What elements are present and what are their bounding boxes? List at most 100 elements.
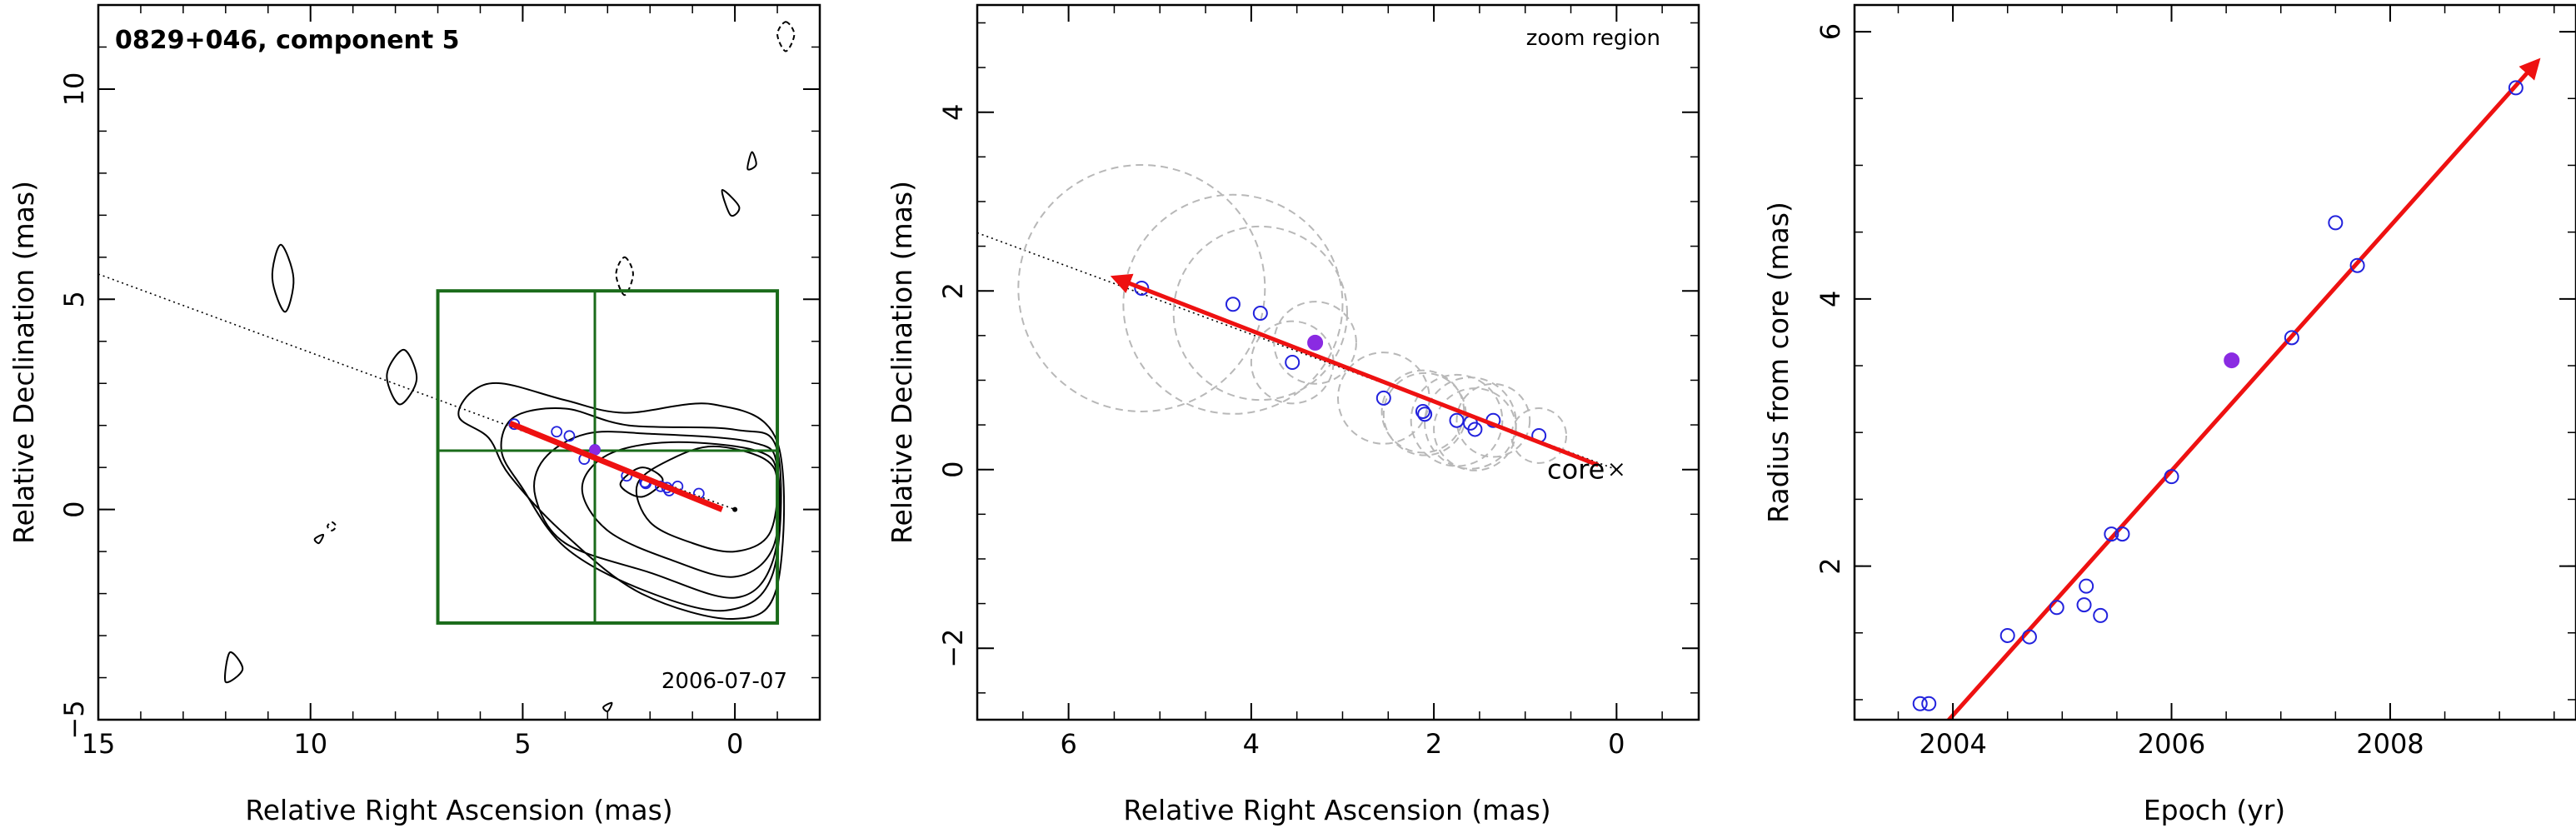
radius-measurement-marker <box>2328 215 2344 231</box>
core-peak-dot <box>732 506 738 512</box>
panel-2-y-tick-label: 0 <box>937 461 969 478</box>
panel-3-y-tick-label: 2 <box>1815 557 1846 574</box>
component-size-circle <box>1273 301 1357 385</box>
core-cross-icon <box>1610 462 1624 476</box>
radius-measurement-marker <box>2049 600 2064 616</box>
panel-3-x-tick-label: 2004 <box>1919 728 1986 760</box>
current-epoch-marker <box>1307 334 1324 351</box>
panel-3-x-axis-title: Epoch (yr) <box>2144 794 2285 826</box>
panel-2-x-tick-label: 4 <box>1243 728 1260 760</box>
panel-1-x-axis-title: Relative Right Ascension (mas) <box>245 794 672 826</box>
panel-1-title: 0829+046, component 5 <box>115 26 460 55</box>
panel-3-content <box>1912 57 2541 720</box>
component-position-marker <box>1375 390 1391 406</box>
panel-3-y-tick-label: 6 <box>1815 23 1846 40</box>
panel-2-zoom-label: zoom region <box>1526 26 1660 51</box>
radius-measurement-marker <box>1999 627 2015 643</box>
zoom-box <box>436 289 780 625</box>
contour-line <box>271 243 295 313</box>
radius-measurement-marker <box>2079 578 2094 594</box>
component-position-marker <box>1285 355 1300 370</box>
component-position-marker <box>1252 306 1268 322</box>
panel-1-content <box>98 21 796 712</box>
panel-2-x-axis-title: Relative Right Ascension (mas) <box>1123 794 1550 826</box>
component-position-marker <box>1417 407 1433 422</box>
component-position-marker <box>563 430 576 442</box>
panel-3-y-axis-title: Radius from core (mas) <box>1762 202 1795 523</box>
panel-1-y-axis-title: Relative Declination (mas) <box>7 181 40 544</box>
trajectory-arrow <box>1110 273 1600 467</box>
component-position-marker <box>1134 280 1150 296</box>
component-size-circle <box>1410 373 1504 467</box>
radius-measurement-marker <box>2104 526 2119 542</box>
radius-measurement-marker <box>2093 607 2109 623</box>
panel-1-y-tick-label: 5 <box>58 291 90 307</box>
panel-1-axes: 15 10 5 0 −5 0 5 10 <box>58 3 821 760</box>
panel-2-frame <box>976 3 1700 721</box>
radius-measurement-marker <box>2164 469 2179 485</box>
panel-2-y-axis-title: Relative Declination (mas) <box>886 181 918 544</box>
panel-1-map: 15 10 5 0 −5 0 5 10 0829+046, component 5 2006-… <box>7 3 821 826</box>
component-size-circle <box>1017 163 1266 412</box>
radius-measurement-marker <box>2021 629 2037 645</box>
panel-1-plot-area <box>98 21 796 712</box>
negative-contour-line <box>615 256 634 297</box>
panel-2-y-tick-label: −2 <box>937 629 969 668</box>
panel-2-zoom: 6 4 2 0 −2 0 2 4 zoom region core Relative Righ… <box>886 3 1700 826</box>
trajectory-line <box>508 420 724 512</box>
panel-2-x-tick-label: 2 <box>1425 728 1442 760</box>
radius-measurement-marker <box>2284 330 2299 346</box>
contour-line <box>457 382 786 620</box>
radius-measurement-marker <box>1912 696 1928 711</box>
panel-2-plot-area <box>977 163 1624 476</box>
panel-3-y-tick-label: 4 <box>1815 291 1846 307</box>
panel-3-frame <box>1853 3 2576 721</box>
contour-line <box>619 466 664 498</box>
contour-line <box>602 701 613 712</box>
contour-line <box>746 151 757 171</box>
radius-measurement-marker <box>1921 696 1937 711</box>
radius-measurement-marker <box>2508 80 2524 96</box>
panel-1-y-tick-label: 0 <box>58 501 90 517</box>
panel-1-y-tick-label: −5 <box>58 700 90 739</box>
panel-2-core-label: core <box>1547 454 1605 486</box>
panel-3-plot-area <box>1912 57 2541 720</box>
contour-line <box>313 533 325 545</box>
component-size-circle <box>1172 225 1348 402</box>
panel-3-x-tick-label: 2006 <box>2138 728 2205 760</box>
panel-1-x-tick-label: 5 <box>514 728 531 760</box>
negative-contour-line <box>327 521 337 531</box>
panel-3-axes: 2004 2006 2008 2 4 6 <box>1815 3 2576 760</box>
panel-3-radius-epoch: 2004 2006 2008 2 4 6 Epoch (yr) Radius from c… <box>1762 3 2576 826</box>
panel-1-y-tick-label: 10 <box>58 72 90 107</box>
radius-measurement-marker <box>2349 257 2365 273</box>
fit-line <box>1945 57 2541 720</box>
panel-2-y-tick-label: 4 <box>937 104 969 121</box>
panel-2-x-tick-label: 0 <box>1608 728 1625 760</box>
component-position-marker <box>1225 297 1241 312</box>
panel-1-x-tick-label: 10 <box>293 728 327 760</box>
radius-measurement-marker <box>2114 526 2130 542</box>
panel-2-y-tick-label: 2 <box>937 282 969 299</box>
component-position-marker <box>1467 421 1483 437</box>
component-size-circle <box>1455 382 1531 458</box>
contour-line <box>386 348 418 406</box>
panel-2-x-tick-label: 6 <box>1060 728 1076 760</box>
contour-line <box>500 407 782 612</box>
panel-2-axes: 6 4 2 0 −2 0 2 4 <box>937 3 1700 760</box>
panel-3-x-tick-label: 2008 <box>2356 728 2424 760</box>
current-epoch-marker <box>2224 352 2240 369</box>
component-size-circle <box>1337 352 1430 445</box>
panel-1-epoch-label: 2006-07-07 <box>661 669 787 694</box>
component-position-marker <box>1449 412 1465 428</box>
component-position-marker <box>1415 403 1430 419</box>
panel-1-x-tick-label: 15 <box>82 728 116 760</box>
contour-line <box>224 651 244 684</box>
component-size-circle <box>1380 369 1465 454</box>
panel-1-x-tick-label: 0 <box>726 728 743 760</box>
component-size-circle <box>1122 193 1344 415</box>
extrapolation-line <box>977 232 1617 471</box>
negative-contour-line <box>776 21 796 52</box>
panel-1-frame <box>97 3 821 721</box>
